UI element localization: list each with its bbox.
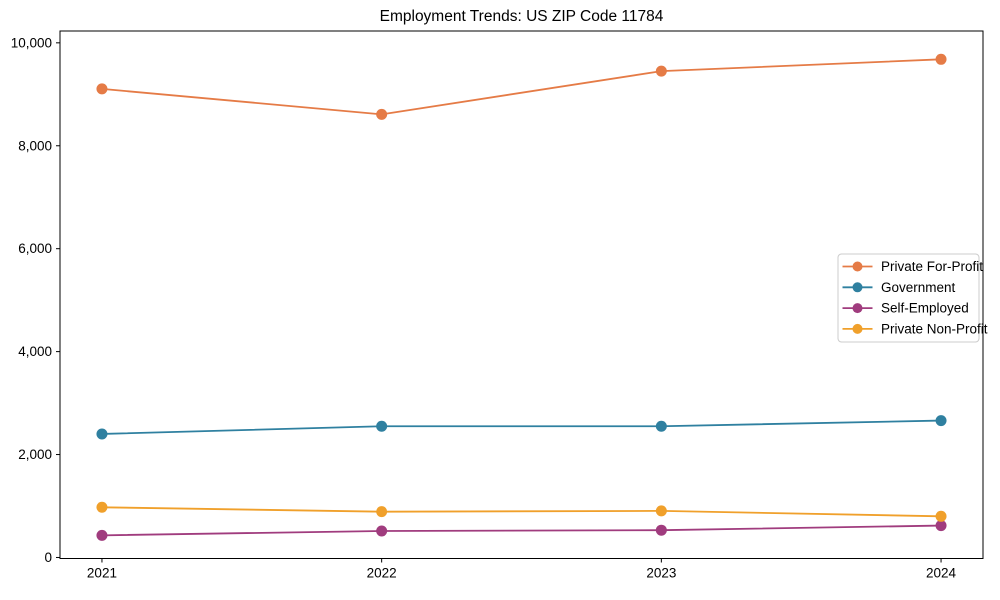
legend-item-0: Private For-Profit xyxy=(842,259,983,274)
legend-marker-dot xyxy=(852,282,863,293)
data-point-0-0 xyxy=(96,83,108,95)
series-line-1 xyxy=(101,419,942,435)
data-point-3-1 xyxy=(376,506,388,518)
legend: Private For-Profit Government Self-Employe… xyxy=(837,253,988,343)
legend-box xyxy=(837,253,980,343)
legend-item-1: Government xyxy=(842,280,956,295)
legend-label: Government xyxy=(881,280,956,295)
data-point-2-3 xyxy=(935,520,947,532)
legend-item-2: Self-Employed xyxy=(842,301,969,316)
data-point-1-1 xyxy=(376,420,388,432)
y-tick-label: 0 xyxy=(44,550,52,565)
y-tick-label: 4,000 xyxy=(18,344,52,359)
chart-title: Employment Trends: US ZIP Code 11784 xyxy=(380,8,664,25)
data-point-1-2 xyxy=(655,420,667,432)
legend-label: Self-Employed xyxy=(881,301,969,316)
series-line-3 xyxy=(101,506,942,518)
data-point-2-0 xyxy=(96,529,108,541)
data-point-3-3 xyxy=(935,510,947,522)
data-point-3-2 xyxy=(655,505,667,517)
legend-label: Private Non-Profit xyxy=(881,321,988,336)
y-tick-label: 2,000 xyxy=(18,447,52,462)
y-tick-label: 6,000 xyxy=(18,241,52,256)
series-line-2 xyxy=(101,524,942,537)
legend-label: Private For-Profit xyxy=(881,259,983,274)
y-tick-label: 8,000 xyxy=(18,138,52,153)
data-point-0-3 xyxy=(935,53,947,65)
data-point-1-3 xyxy=(935,415,947,427)
legend-marker-dot xyxy=(852,303,863,314)
data-point-0-2 xyxy=(655,65,667,77)
data-point-3-0 xyxy=(96,501,108,513)
legend-item-3: Private Non-Profit xyxy=(842,321,988,336)
x-tick-label: 2022 xyxy=(367,566,397,581)
axes-spines xyxy=(59,30,984,559)
y-tick-label: 10,000 xyxy=(11,35,52,50)
data-point-1-0 xyxy=(96,428,108,440)
data-point-0-1 xyxy=(376,108,388,120)
x-tick-label: 2024 xyxy=(926,566,957,581)
plot-background xyxy=(60,31,983,559)
legend-marker-dot xyxy=(852,261,863,272)
x-tick-label: 2023 xyxy=(646,566,676,581)
legend-marker-dot xyxy=(852,323,863,334)
x-tick-label: 2021 xyxy=(87,566,117,581)
data-point-2-1 xyxy=(376,525,388,537)
series-line-0 xyxy=(101,58,942,116)
data-point-2-2 xyxy=(655,524,667,536)
